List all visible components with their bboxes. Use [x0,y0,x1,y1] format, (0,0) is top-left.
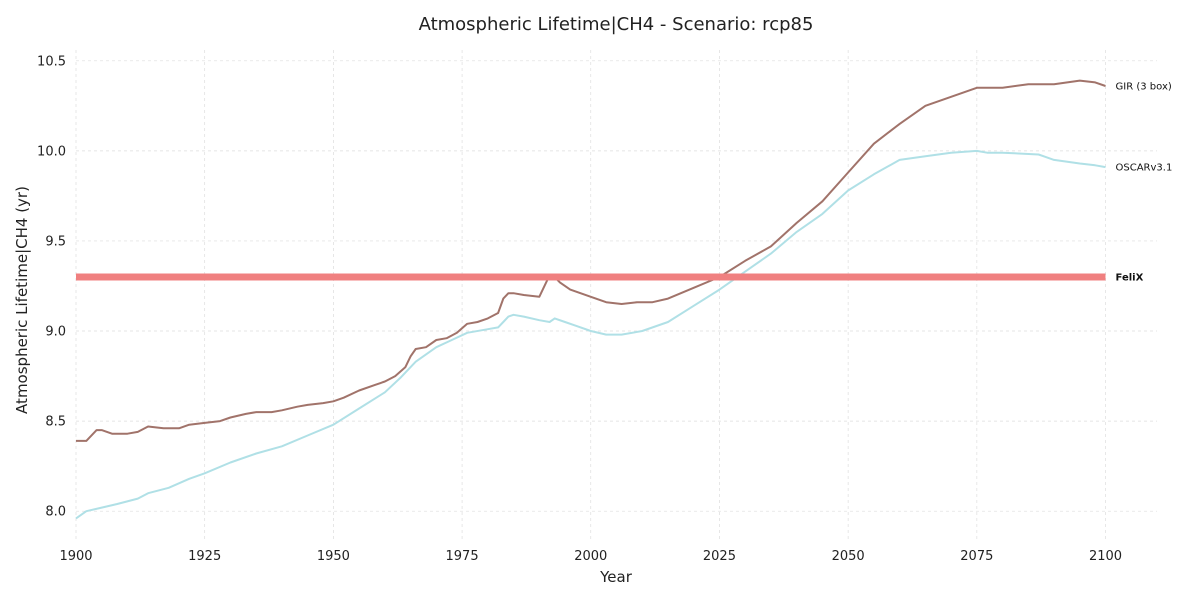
series-line-oscarv3-1 [75,149,1106,520]
series-label-felix: FeliX [1116,272,1144,283]
x-tick-label: 2000 [574,549,607,564]
y-tick-label: 8.0 [45,505,66,520]
tick-labels: 1900 1925 1950 1975 2000 2025 2050 2075 2100 8.0 8… [37,54,1122,564]
x-tick-label: 1900 [59,549,92,564]
x-tick-label: 1925 [188,549,221,564]
series-labels: GIR (3 box) OSCARv3.1 FeliX [1116,82,1173,284]
series-lines [75,79,1106,520]
y-tick-label: 8.5 [45,415,66,430]
y-tick-label: 9.0 [45,325,66,340]
series-label-gir-3-box: GIR (3 box) [1116,82,1172,93]
y-tick-label: 9.5 [45,234,66,249]
x-tick-label: 1975 [446,549,479,564]
y-tick-label: 10.0 [37,144,66,159]
y-axis-label: Atmospheric Lifetime|CH4 (yr) [13,186,31,414]
series-line-gir-3-box [76,79,1106,442]
x-tick-label: 2075 [960,549,993,564]
x-tick-label: 2100 [1089,549,1122,564]
x-tick-label: 2050 [832,549,865,564]
x-axis-label: Year [599,568,633,586]
x-tick-label: 1950 [317,549,350,564]
chart-title: Atmospheric Lifetime|CH4 - Scenario: rcp… [419,14,814,35]
grid [75,50,1157,540]
y-tick-label: 10.5 [37,54,66,69]
x-tick-label: 2025 [703,549,736,564]
series-label-oscarv3-1: OSCARv3.1 [1116,163,1173,174]
